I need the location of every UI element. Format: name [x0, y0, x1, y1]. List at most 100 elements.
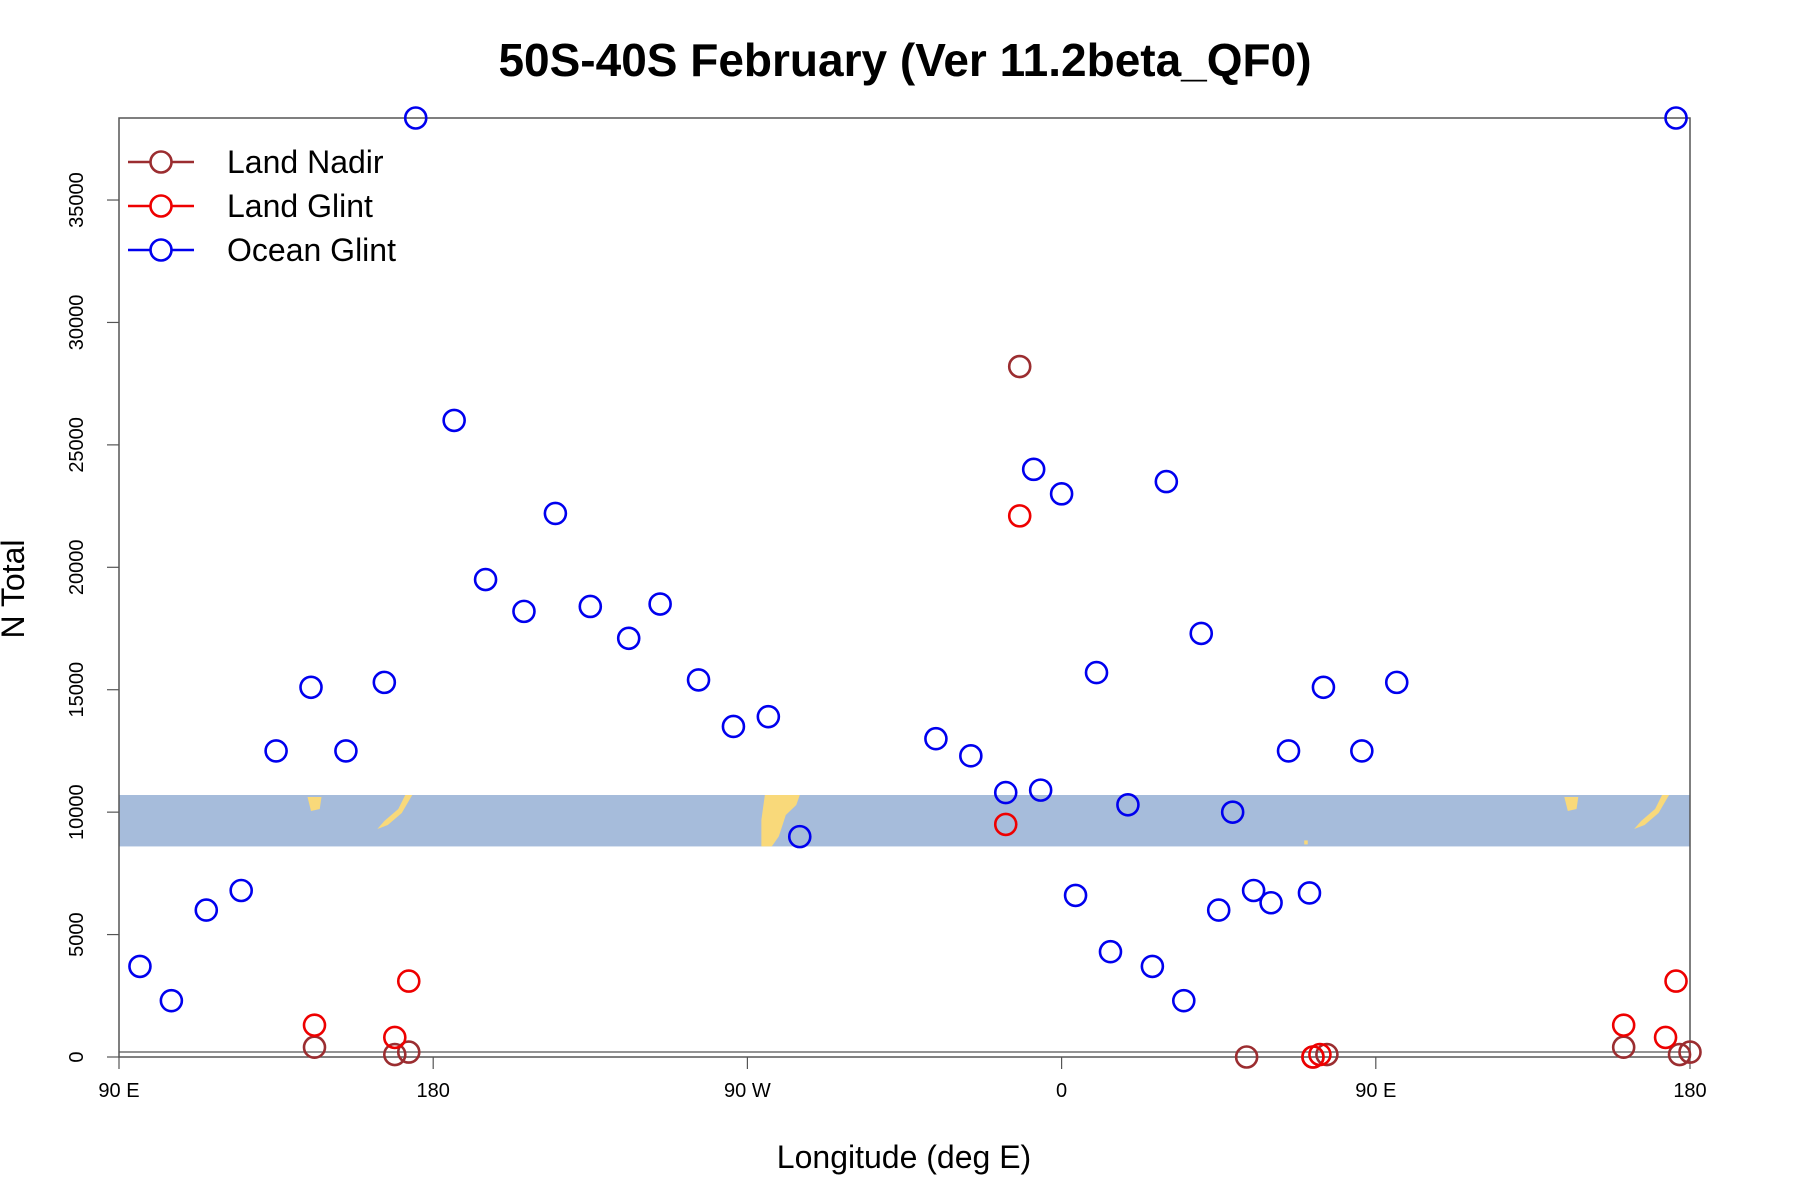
data-point — [578, 594, 603, 619]
y-tick-label: 25000 — [66, 417, 88, 473]
data-point — [159, 988, 184, 1013]
data-point — [299, 675, 323, 700]
data-point — [1664, 969, 1688, 993]
x-axis-title: Longitude (deg E) — [777, 1139, 1031, 1175]
data-point — [1384, 670, 1409, 695]
y-tick-label: 10000 — [66, 784, 88, 840]
legend-marker — [149, 150, 173, 174]
data-point — [1259, 890, 1283, 915]
data-point — [1116, 793, 1140, 817]
data-point — [1063, 883, 1088, 908]
data-point — [302, 1013, 327, 1037]
chart-title: 50S-40S February (Ver 11.2beta_QF0) — [498, 34, 1311, 86]
data-point — [512, 599, 536, 624]
y-tick-label: 20000 — [66, 539, 88, 595]
data-point — [1189, 621, 1214, 646]
data-point — [1276, 739, 1301, 763]
data-point — [993, 812, 1018, 837]
data-point — [128, 954, 152, 979]
data-point — [993, 780, 1018, 805]
y-tick-label: 0 — [66, 1051, 88, 1062]
data-point — [1311, 675, 1336, 700]
data-point — [959, 744, 983, 768]
data-point — [1206, 898, 1231, 922]
data-point — [382, 1025, 407, 1050]
y-tick-label: 5000 — [66, 912, 88, 957]
data-point — [473, 567, 498, 592]
data-point — [543, 501, 568, 526]
x-tick-label: 180 — [417, 1080, 450, 1102]
data-point — [721, 714, 746, 739]
data-point — [1084, 660, 1109, 685]
data-point — [1028, 778, 1053, 802]
data-point — [1350, 739, 1374, 763]
series-land-glint — [302, 504, 1688, 1069]
map-band — [119, 795, 1690, 847]
data-point — [229, 878, 253, 903]
data-point — [787, 824, 812, 849]
x-tick-label: 0 — [1056, 1080, 1067, 1102]
land-shape-south-america — [761, 795, 800, 847]
data-point — [1007, 504, 1032, 528]
y-tick-label: 35000 — [66, 172, 88, 228]
legend-label: Land Glint — [227, 188, 373, 224]
legend: Land Nadir Land Glint Ocean Glint — [128, 144, 396, 268]
points-layer — [128, 106, 1702, 1069]
y-tick-label: 30000 — [66, 295, 88, 351]
x-tick-label: 90 W — [724, 1080, 771, 1102]
land-shape-tasmania-right — [1564, 797, 1579, 812]
data-point — [1098, 939, 1123, 964]
data-point — [1021, 457, 1046, 482]
data-point — [924, 726, 948, 751]
data-point — [1315, 1042, 1339, 1067]
data-point — [1220, 800, 1245, 824]
data-point — [1653, 1025, 1678, 1050]
land-shape-kerguelen — [1304, 840, 1308, 845]
data-point — [264, 739, 288, 763]
x-tick-label: 90 E — [98, 1080, 139, 1102]
y-axis-title: N Total — [0, 539, 31, 638]
data-point — [382, 1042, 407, 1067]
x-tick-label: 180 — [1673, 1080, 1706, 1102]
data-point — [1140, 954, 1165, 979]
data-point — [1308, 1042, 1332, 1067]
data-point — [194, 898, 219, 922]
data-point — [1297, 881, 1322, 905]
data-point — [1664, 106, 1688, 130]
x-tick-label: 90 E — [1355, 1080, 1396, 1102]
legend-marker — [149, 238, 173, 262]
data-point — [403, 106, 428, 130]
y-tick-label: 15000 — [66, 662, 88, 718]
data-point — [1678, 1040, 1702, 1064]
data-point — [1241, 878, 1266, 903]
data-point — [1234, 1045, 1259, 1069]
data-point — [1154, 469, 1179, 494]
land-shape-new-zealand — [377, 795, 413, 830]
data-point — [1611, 1013, 1636, 1037]
data-point — [396, 969, 421, 993]
legend-label: Land Nadir — [227, 144, 384, 180]
plot-frame — [118, 117, 1691, 1058]
data-point — [1171, 988, 1196, 1013]
legend-marker — [149, 194, 173, 218]
data-point — [616, 626, 641, 651]
land-shape-new-zealand-right — [1634, 795, 1670, 830]
data-point — [442, 408, 466, 433]
data-point — [396, 1040, 421, 1064]
data-point — [686, 668, 711, 692]
axis-layer: 90 E 180 90 W 0 90 E 180 0 5000 10000 15000 20000 2… — [66, 172, 1707, 1102]
data-point — [1049, 482, 1074, 506]
land-shape-tasmania — [307, 797, 322, 812]
data-point — [1007, 354, 1032, 379]
data-point — [334, 739, 358, 763]
data-point — [648, 592, 672, 616]
series-ocean-glint — [128, 106, 1688, 1013]
legend-label: Ocean Glint — [227, 232, 396, 268]
data-point — [302, 1035, 327, 1060]
series-land-nadir — [302, 354, 1702, 1069]
band-layer — [119, 795, 1690, 847]
data-point — [756, 704, 781, 729]
data-point — [1667, 1042, 1692, 1067]
data-point — [1611, 1035, 1636, 1060]
